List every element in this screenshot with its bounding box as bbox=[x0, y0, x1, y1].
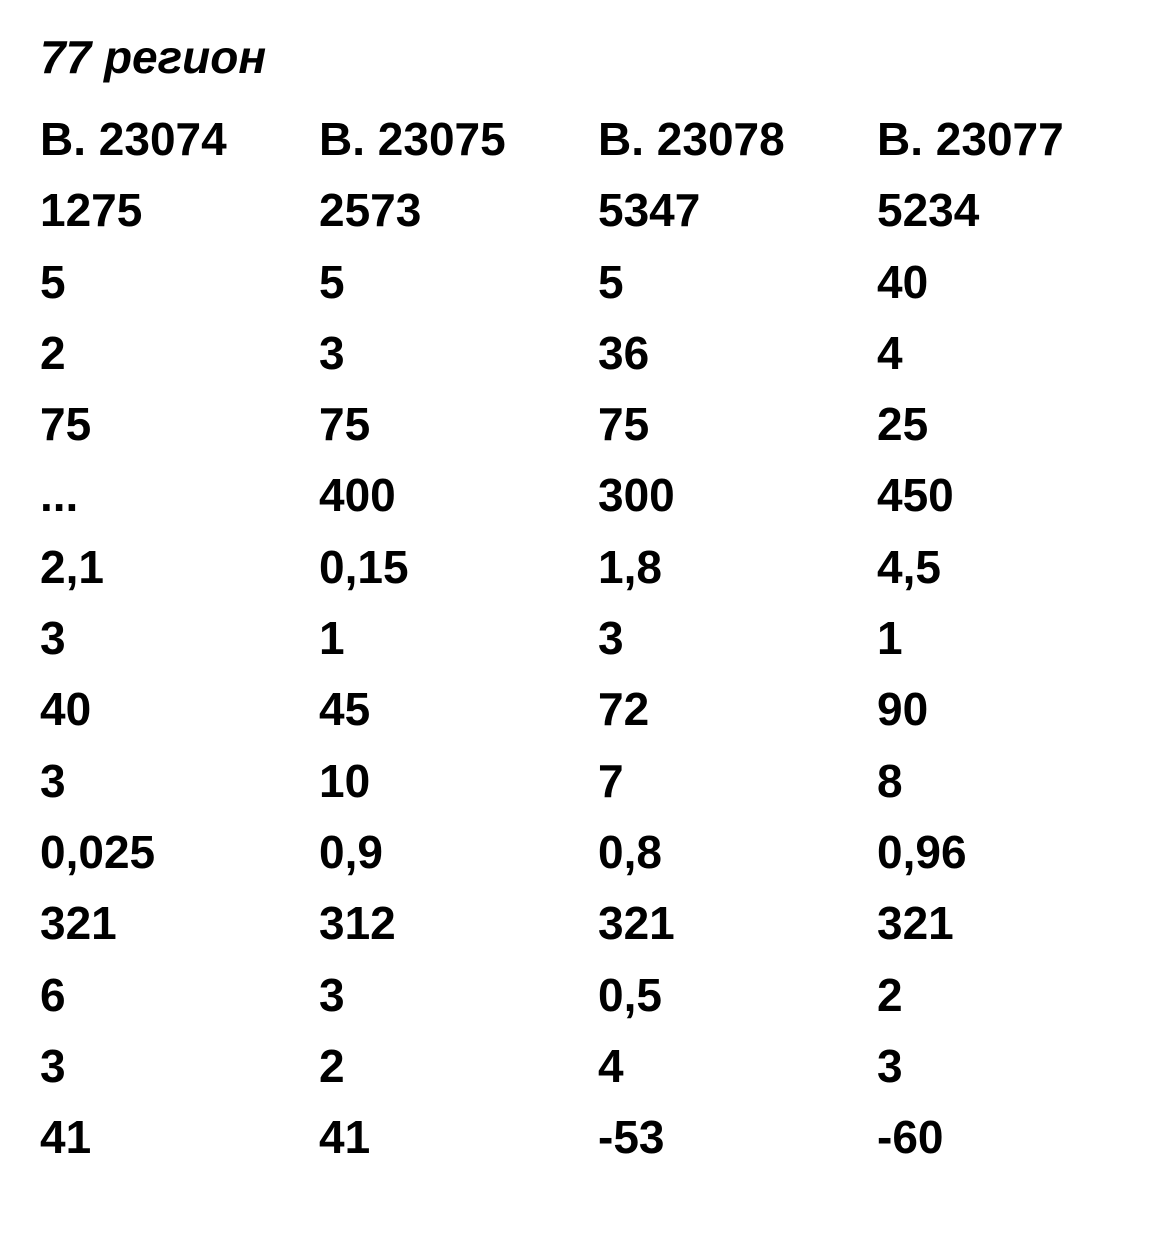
data-cell: 4 bbox=[877, 318, 1136, 389]
data-cell: 90 bbox=[877, 674, 1136, 745]
data-cell: -60 bbox=[877, 1102, 1136, 1173]
column-header: В. 23078 bbox=[598, 104, 857, 175]
data-cell: 1 bbox=[319, 603, 578, 674]
data-cell: 3 bbox=[40, 1031, 299, 1102]
data-cell: 2 bbox=[319, 1031, 578, 1102]
data-cell: 3 bbox=[598, 603, 857, 674]
data-cell: 0,96 bbox=[877, 817, 1136, 888]
data-cell: 450 bbox=[877, 460, 1136, 531]
data-cell: 321 bbox=[40, 888, 299, 959]
data-cell: 75 bbox=[598, 389, 857, 460]
data-cell: 75 bbox=[319, 389, 578, 460]
column-header: В. 23075 bbox=[319, 104, 578, 175]
data-cell: 25 bbox=[877, 389, 1136, 460]
data-cell: -53 bbox=[598, 1102, 857, 1173]
data-cell: 75 bbox=[40, 389, 299, 460]
data-cell: 3 bbox=[319, 960, 578, 1031]
data-cell: 1275 bbox=[40, 175, 299, 246]
data-cell: 0,025 bbox=[40, 817, 299, 888]
data-cell: 5 bbox=[319, 247, 578, 318]
data-cell: 2 bbox=[877, 960, 1136, 1031]
data-cell: 4 bbox=[598, 1031, 857, 1102]
data-cell: 3 bbox=[319, 318, 578, 389]
data-cell: 1,8 bbox=[598, 532, 857, 603]
data-cell: 3 bbox=[40, 603, 299, 674]
column-header: В. 23074 bbox=[40, 104, 299, 175]
data-cell: 5 bbox=[40, 247, 299, 318]
data-cell: 1 bbox=[877, 603, 1136, 674]
data-cell: 0,15 bbox=[319, 532, 578, 603]
data-cell: 312 bbox=[319, 888, 578, 959]
data-cell: 321 bbox=[877, 888, 1136, 959]
data-cell: 41 bbox=[319, 1102, 578, 1173]
data-cell: 2 bbox=[40, 318, 299, 389]
data-cell: 5347 bbox=[598, 175, 857, 246]
data-cell: 0,8 bbox=[598, 817, 857, 888]
data-cell: 72 bbox=[598, 674, 857, 745]
data-cell: 400 bbox=[319, 460, 578, 531]
data-cell: 2573 bbox=[319, 175, 578, 246]
data-cell: 7 bbox=[598, 746, 857, 817]
data-cell: 36 bbox=[598, 318, 857, 389]
data-cell: 6 bbox=[40, 960, 299, 1031]
data-cell: 321 bbox=[598, 888, 857, 959]
data-cell: 41 bbox=[40, 1102, 299, 1173]
data-cell: 5234 bbox=[877, 175, 1136, 246]
data-cell: 40 bbox=[877, 247, 1136, 318]
data-cell: 300 bbox=[598, 460, 857, 531]
data-cell: 0,5 bbox=[598, 960, 857, 1031]
data-cell: 2,1 bbox=[40, 532, 299, 603]
data-cell: 5 bbox=[598, 247, 857, 318]
data-cell: 10 bbox=[319, 746, 578, 817]
data-cell: 0,9 bbox=[319, 817, 578, 888]
data-cell: 3 bbox=[40, 746, 299, 817]
data-cell: 8 bbox=[877, 746, 1136, 817]
data-cell: 4,5 bbox=[877, 532, 1136, 603]
region-title: 77 регион bbox=[40, 30, 1136, 84]
data-table: В. 23074 В. 23075 В. 23078 В. 23077 1275… bbox=[40, 104, 1136, 1173]
data-cell: 40 bbox=[40, 674, 299, 745]
data-cell: 45 bbox=[319, 674, 578, 745]
data-cell: 3 bbox=[877, 1031, 1136, 1102]
data-cell: ... bbox=[40, 460, 299, 531]
column-header: В. 23077 bbox=[877, 104, 1136, 175]
